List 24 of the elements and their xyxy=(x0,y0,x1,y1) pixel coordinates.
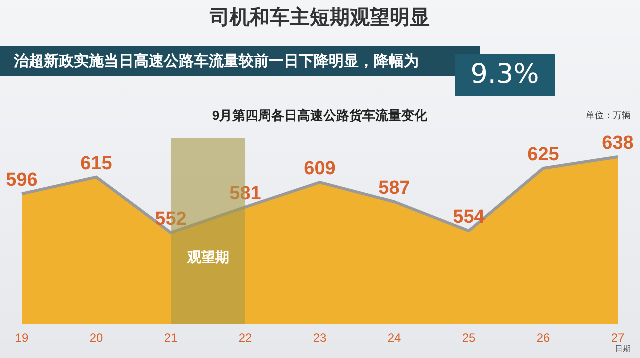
data-label: 609 xyxy=(304,158,336,180)
x-tick-label: 25 xyxy=(462,331,476,345)
x-tick-label: 24 xyxy=(388,331,402,345)
x-axis-title: 日期 xyxy=(615,344,631,354)
chart-title: 司机和车主短期观望明显 xyxy=(209,4,431,31)
y-axis-title: 单位：万辆 xyxy=(586,110,631,120)
x-tick-label: 26 xyxy=(536,331,550,345)
data-label: 554 xyxy=(453,207,486,228)
band-label: 观望期 xyxy=(186,249,230,265)
data-label: 615 xyxy=(80,153,113,174)
data-label: 596 xyxy=(6,170,38,192)
x-tick-label: 21 xyxy=(164,331,178,345)
x-tick-label: 22 xyxy=(238,331,252,345)
x-tick-label: 23 xyxy=(313,331,327,345)
text: 9月第四周各日高速公路货车流量变化 xyxy=(212,108,429,123)
data-label: 581 xyxy=(230,183,262,204)
data-label: 587 xyxy=(378,178,410,199)
data-label: 638 xyxy=(602,132,634,154)
x-tick-label: 20 xyxy=(90,331,104,345)
text: 9.3% xyxy=(455,54,555,96)
x-tick-label: 27 xyxy=(611,331,625,345)
data-label: 625 xyxy=(528,144,560,166)
x-tick-label: 19 xyxy=(15,331,29,345)
chart-subtitle: 治超新政实施当日高速公路车流量较前一日下降明显，降幅为 xyxy=(14,52,419,70)
